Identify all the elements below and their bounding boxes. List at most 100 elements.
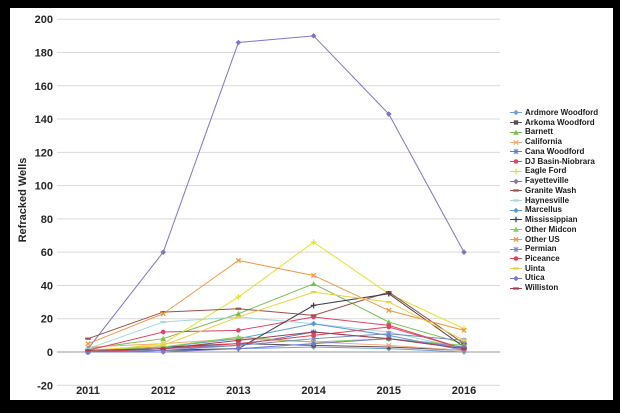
legend-marker-icon: [510, 226, 522, 232]
marker-diamond: [513, 178, 519, 184]
legend-marker-icon: [510, 120, 522, 125]
marker-triangle: [235, 334, 242, 340]
marker-circle: [160, 329, 166, 335]
marker-square: [386, 344, 391, 350]
x-tick-label: 2015: [377, 385, 401, 397]
series-line-eagle-ford: [87, 241, 465, 353]
marker-x: [513, 139, 519, 145]
legend-marker-icon: [510, 159, 522, 164]
marker-dash: [513, 286, 519, 290]
marker-diamond: [160, 349, 166, 355]
legend: Ardmore Woodford Arkoma Woodford Barnett Ca…: [509, 108, 598, 293]
marker-plus: [513, 217, 519, 223]
legend-marker-icon: [510, 207, 522, 214]
series-fayetteville: [85, 33, 467, 352]
marker-circle: [236, 341, 241, 346]
legend-marker-icon: [510, 139, 522, 145]
series-line-california: [87, 338, 465, 351]
marker-x: [386, 307, 392, 314]
marker-diamond: [513, 207, 519, 214]
series-line-dj-basin-niobrara: [87, 316, 465, 351]
legend-item-marcellus: Marcellus: [509, 205, 598, 215]
marker-dash: [461, 347, 467, 350]
legend-item-granite-wash: Granite Wash: [509, 186, 598, 196]
series-line-permian: [87, 333, 465, 353]
marker-dash: [85, 349, 91, 352]
legend-marker-icon: [510, 217, 522, 223]
legend-item-dj-basin-niobrara: DJ Basin-Niobrara: [509, 157, 598, 167]
marker-triangle: [513, 129, 519, 135]
marker-dash: [310, 314, 317, 317]
legend-item-utica: Utica: [509, 273, 598, 283]
marker-diamond: [310, 340, 317, 347]
series-mississippian: [85, 290, 467, 355]
y-tick-label: 40: [41, 280, 53, 292]
legend-item-barnett: Barnett: [509, 127, 598, 137]
series-other-us: [85, 257, 467, 347]
marker-diamond: [310, 320, 317, 327]
legend-marker-icon: [510, 236, 522, 243]
series-line-granite-wash: [87, 291, 465, 345]
legend-label: Piceance: [525, 254, 560, 264]
legend-marker-icon: [510, 286, 522, 290]
legend-marker-icon: [510, 199, 522, 202]
marker-dash: [461, 339, 467, 342]
legend-label: Barnett: [525, 127, 554, 137]
marker-dash: [513, 199, 519, 202]
legend-label: Granite Wash: [525, 185, 577, 195]
legend-item-other-us: Other US: [509, 235, 598, 245]
legend-label: Haynesville: [525, 195, 570, 205]
legend-marker-icon: [510, 256, 522, 262]
series-line-other-us: [87, 259, 465, 345]
marker-dash: [235, 315, 242, 319]
y-tick-label: 200: [35, 14, 53, 26]
legend-item-other-midcon: Other Midcon: [509, 225, 598, 235]
y-tick-label: 80: [41, 214, 53, 226]
marker-circle: [513, 159, 519, 164]
y-tick-label: 160: [35, 81, 53, 93]
y-tick-label: 140: [35, 114, 53, 126]
legend-label: Eagle Ford: [525, 166, 567, 176]
marker-x: [461, 327, 467, 333]
marker-circle: [236, 328, 241, 333]
y-tick-label: 0: [47, 347, 53, 359]
legend-label: Marcellus: [525, 205, 562, 215]
legend-item-williston: Williston: [509, 283, 598, 293]
marker-triangle: [386, 319, 392, 325]
legend-marker-icon: [510, 110, 522, 116]
y-tick-label: 120: [35, 147, 53, 159]
legend-item-eagle-ford: Eagle Ford: [509, 166, 598, 176]
marker-diamond: [386, 111, 392, 117]
marker-dash: [235, 307, 242, 310]
marker-plus: [310, 302, 317, 309]
legend-label: Other US: [525, 234, 560, 244]
marker-circle: [386, 324, 392, 330]
legend-marker-icon: [510, 129, 522, 135]
marker-diamond: [461, 249, 467, 255]
y-axis-title: Refracked Wells: [17, 158, 29, 243]
y-tick-label: 180: [35, 47, 53, 59]
marker-triangle: [235, 310, 242, 317]
marker-diamond: [461, 344, 467, 350]
marker-x: [235, 257, 242, 264]
marker-diamond: [235, 345, 242, 352]
legend-label: Utica: [525, 273, 545, 283]
marker-x: [85, 341, 91, 347]
marker-x: [310, 272, 317, 279]
marker-dash: [513, 267, 519, 270]
marker-square: [513, 120, 519, 125]
legend-marker-icon: [510, 267, 522, 270]
legend-item-uinta: Uinta: [509, 264, 598, 274]
legend-marker-icon: [510, 168, 522, 175]
legend-marker-icon: [510, 148, 522, 155]
legend-marker-icon: [510, 178, 522, 184]
marker-dash: [235, 339, 242, 342]
legend-item-cana-woodford: Cana Woodford: [509, 147, 598, 157]
marker-asterisk: [513, 148, 519, 155]
marker-triangle: [310, 280, 317, 287]
x-tick-label: 2013: [226, 385, 250, 397]
marker-diamond: [160, 249, 166, 255]
marker-dash: [386, 337, 392, 340]
series-line-fayetteville: [87, 35, 465, 349]
